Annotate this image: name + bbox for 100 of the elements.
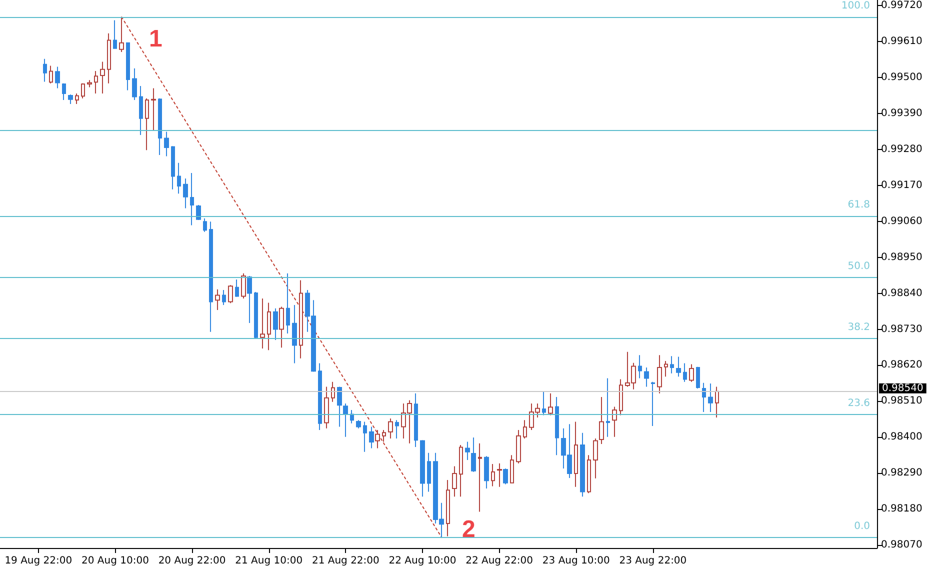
- candlestick: [395, 420, 399, 439]
- candlestick: [427, 452, 431, 492]
- candlestick: [49, 65, 53, 84]
- candlestick: [638, 354, 642, 379]
- candlestick: [113, 20, 117, 49]
- candlestick: [491, 463, 495, 487]
- y-tick-label: 0.99610: [881, 36, 922, 48]
- y-tick-label: 0.98510: [881, 396, 922, 407]
- candlestick: [542, 391, 546, 416]
- y-tick-label: 0.98180: [881, 504, 922, 515]
- candlestick: [702, 382, 706, 412]
- candlestick: [331, 381, 335, 402]
- candlestick: [644, 367, 649, 388]
- candlestick: [292, 304, 297, 364]
- candlestick: [548, 392, 553, 416]
- candlestick: [267, 302, 271, 351]
- candlestick: [612, 406, 617, 438]
- candlestick: [375, 429, 380, 449]
- candlestick: [68, 94, 73, 104]
- candlestick: [87, 80, 92, 88]
- candlestick: [369, 426, 374, 449]
- y-tick-label: 0.98730: [881, 324, 922, 335]
- candlestick: [452, 466, 457, 498]
- candlestick: [465, 441, 470, 461]
- candlestick: [81, 82, 85, 99]
- candlestick: [651, 381, 655, 427]
- candlestick: [196, 204, 201, 221]
- candlestick: [593, 438, 598, 479]
- y-tick-label: 0.99500: [881, 72, 922, 83]
- x-tick-label: 21 Aug 10:00: [235, 556, 303, 566]
- annotation: 23.6: [848, 398, 870, 410]
- y-tick-label: 0.99720: [881, 0, 922, 12]
- candlestick: [619, 378, 623, 416]
- y-tick-label: 0.99170: [881, 180, 922, 191]
- candlestick: [222, 290, 226, 306]
- candlestick: [696, 366, 700, 389]
- candlestick: [343, 402, 348, 438]
- candlestick: [414, 392, 418, 448]
- candlestick: [708, 383, 713, 412]
- candlestick: [356, 420, 361, 429]
- candlestick: [107, 32, 111, 84]
- candlestick: [151, 88, 156, 131]
- candlestick: [503, 468, 508, 485]
- candlestick: [484, 456, 489, 489]
- annotation: 1: [148, 26, 162, 52]
- candlestick: [471, 436, 476, 472]
- candlestick: [574, 421, 578, 488]
- candlestick: [273, 308, 278, 341]
- candlestick: [606, 378, 610, 438]
- candlestick: [382, 429, 386, 442]
- y-tick-label: 0.99280: [881, 144, 922, 155]
- candlestick: [235, 279, 239, 298]
- candlestick: [676, 356, 681, 378]
- candlestick: [241, 272, 246, 300]
- candlestick: [203, 218, 207, 232]
- candlestick: [299, 280, 303, 359]
- candlestick: [75, 93, 79, 104]
- candlestick: [145, 98, 149, 151]
- candlestick: [363, 421, 367, 452]
- annotation: 61.8: [848, 199, 870, 210]
- y-tick-label: 0.98400: [881, 432, 922, 443]
- x-tick-label: 20 Aug 10:00: [82, 556, 149, 566]
- annotation: 100.0: [841, 0, 870, 12]
- candlestick: [587, 454, 591, 494]
- y-tick-label: 0.98290: [881, 468, 922, 479]
- candlestick: [254, 291, 258, 339]
- annotation: 38.2: [848, 322, 870, 334]
- candlestick: [459, 444, 463, 498]
- candlestick: [215, 288, 220, 310]
- candlestick: [119, 16, 124, 52]
- candlestick: [100, 61, 105, 94]
- candlestick: [190, 172, 194, 226]
- candlestick: [318, 362, 322, 430]
- candlestick: [62, 82, 66, 101]
- candlestick: [94, 70, 98, 94]
- candlestick: [478, 442, 482, 512]
- y-tick-label: 0.99390: [881, 108, 922, 119]
- candlestick: [324, 386, 329, 429]
- candlestick: [139, 85, 143, 136]
- x-tick-label: 20 Aug 22:00: [158, 556, 226, 566]
- y-tick-label: 0.98950: [881, 252, 922, 263]
- candlestick: [664, 360, 668, 378]
- candlestick: [350, 410, 354, 424]
- candlestick: [516, 429, 521, 464]
- candlestick: [580, 432, 585, 498]
- candlestick: [132, 68, 137, 101]
- candlestick: [209, 221, 213, 332]
- candlestick: [164, 131, 169, 157]
- candlestick: [286, 272, 290, 334]
- x-tick-label: 22 Aug 10:00: [388, 556, 456, 566]
- candlestick: [420, 440, 425, 498]
- candlestick: [497, 462, 502, 488]
- candlestick: [171, 146, 175, 190]
- candlestick: [260, 298, 265, 350]
- candlestick: [689, 364, 694, 382]
- y-tick-label: 0.99060: [881, 216, 922, 227]
- annotation: 0.0: [854, 521, 870, 532]
- candlestick: [599, 396, 604, 445]
- candlestick: [337, 386, 342, 428]
- candlestick: [126, 42, 130, 91]
